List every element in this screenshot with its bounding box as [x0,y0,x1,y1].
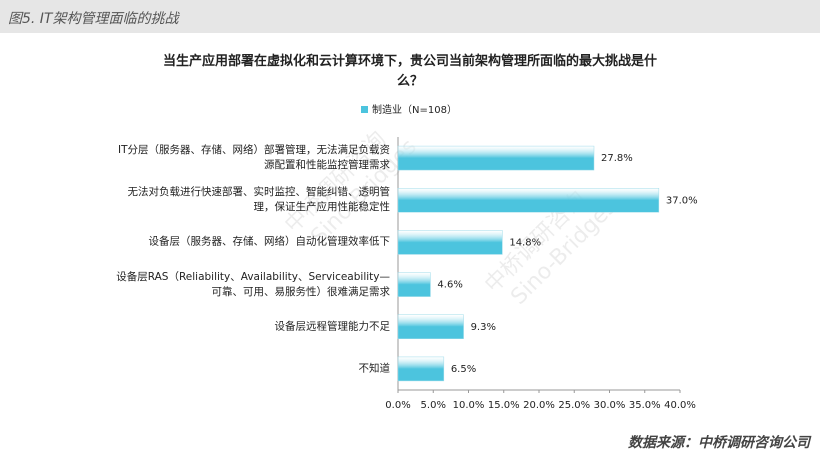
bar [397,314,464,339]
bar [397,272,431,297]
category-label: 设备层RAS（Reliability、Availability、Servicea… [116,270,390,298]
bar [397,230,503,255]
header-band: 图5. IT架构管理面临的挑战 [0,0,820,33]
category-label: IT分层（服务器、存储、网络）部署管理，无法满足负载资源配置和性能监控管理需求 [117,144,390,172]
x-tick-label: 10.0% [453,400,485,411]
source-note: 数据来源：中桥调研咨询公司 [628,435,810,451]
category-label: 不知道 [358,362,391,375]
category-label: 无法对负载进行快速部署、实时监控、智能纠错、透明管理，保证生产应用性能稳定性 [127,186,391,214]
value-label: 4.6% [437,280,462,291]
x-tick-label: 35.0% [629,400,661,411]
header-title: 图5. IT架构管理面临的挑战 [8,11,179,27]
value-label: 14.8% [509,237,541,248]
value-label: 27.8% [601,153,633,164]
x-tick-label: 15.0% [488,400,520,411]
category-label: 设备层远程管理能力不足 [274,320,391,333]
legend-label: 制造业（N=108） [372,103,457,116]
chart-title: 当生产应用部署在虚拟化和云计算环境下，贵公司当前架构管理所面临的最大挑战是什么？ [162,54,657,89]
bar [397,188,660,213]
category-label: 设备层（服务器、存储、网络）自动化管理效率低下 [148,235,391,248]
bar [397,145,595,171]
x-tick-label: 25.0% [558,400,590,411]
value-label: 37.0% [666,195,698,206]
bar [397,356,445,382]
x-tick-label: 5.0% [421,400,446,411]
x-tick-label: 20.0% [523,400,555,411]
value-label: 6.5% [451,364,476,375]
value-label: 9.3% [471,322,496,333]
x-tick-label: 40.0% [664,400,696,411]
legend-swatch [361,106,368,113]
x-tick-label: 0.0% [385,400,410,411]
x-tick-label: 30.0% [594,400,626,411]
